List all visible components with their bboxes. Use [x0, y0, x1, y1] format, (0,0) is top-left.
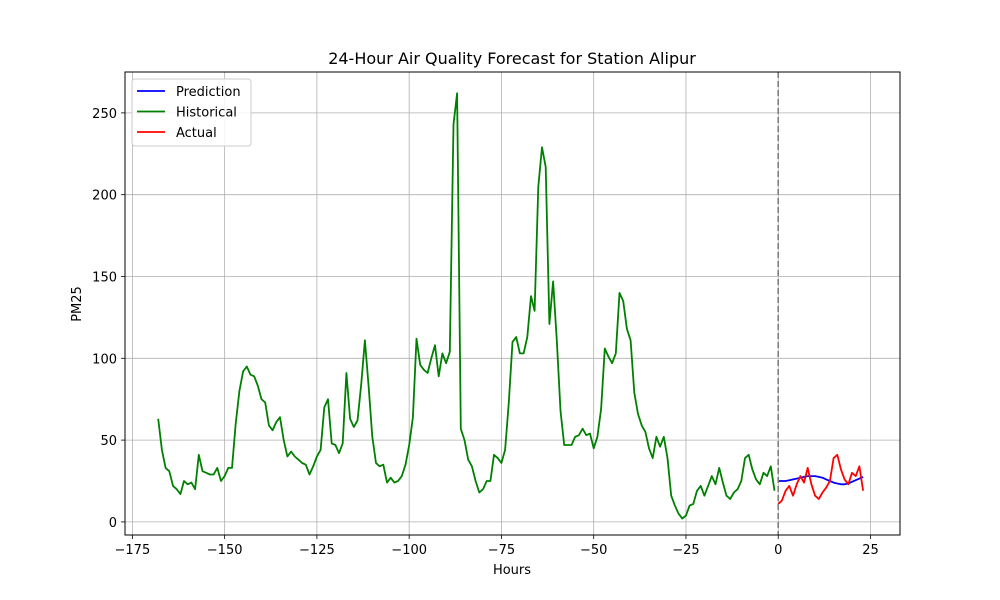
x-axis-label: Hours: [493, 563, 531, 578]
legend-label-prediction: Prediction: [176, 85, 241, 100]
legend-label-historical: Historical: [176, 106, 237, 121]
gridlines: [125, 72, 900, 535]
y-tick-label: 150: [92, 271, 117, 286]
x-tick-label: −100: [391, 543, 427, 558]
x-tick-label: 25: [862, 543, 879, 558]
series-line-historical: [157, 92, 776, 520]
y-axis-label: PM25: [70, 286, 85, 322]
axis-ticks: −175 −150 −125 −100 −75 −50 −25 0 25050100150200…: [92, 107, 879, 558]
y-tick-label: 100: [92, 352, 117, 367]
chart-title: 24-Hour Air Quality Forecast for Station…: [328, 49, 696, 68]
y-tick-label: 200: [92, 189, 117, 204]
series-layer: [157, 92, 864, 520]
legend-box: [131, 78, 252, 147]
x-tick-label: −150: [207, 543, 243, 558]
x-tick-label: −125: [299, 543, 335, 558]
x-tick-label: 0: [774, 543, 782, 558]
y-tick-label: 250: [92, 107, 117, 122]
series-line-actual: [777, 453, 864, 505]
x-tick-label: −175: [115, 543, 151, 558]
x-tick-label: −75: [488, 543, 515, 558]
y-tick-label: 0: [109, 516, 117, 531]
legend: Prediction Historical Actual: [131, 78, 252, 147]
plot-frame: [124, 71, 901, 536]
y-tick-label: 50: [100, 434, 117, 449]
x-tick-label: −25: [672, 543, 699, 558]
legend-label-actual: Actual: [176, 126, 217, 141]
x-tick-label: −50: [580, 543, 607, 558]
